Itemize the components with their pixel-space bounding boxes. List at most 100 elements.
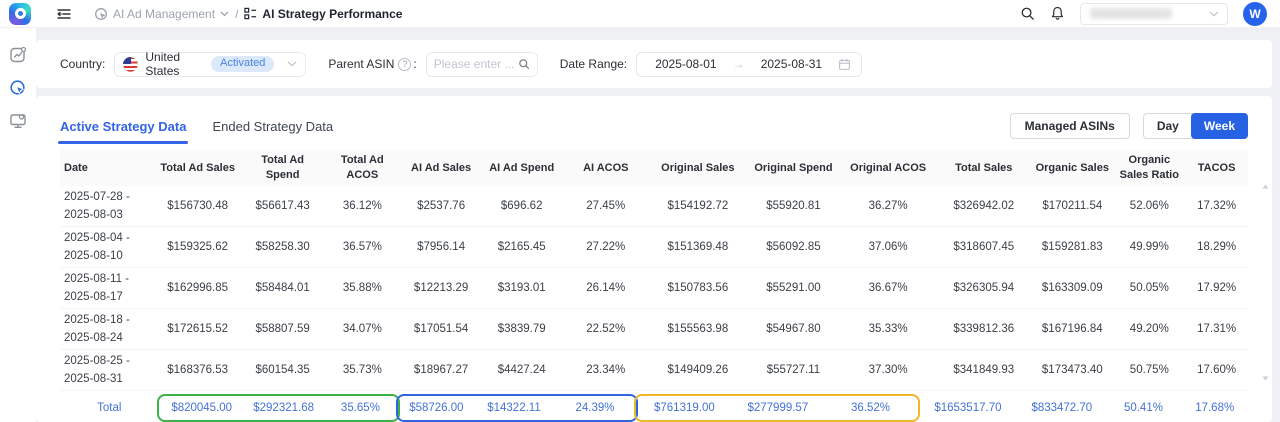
us-flag-icon [123,56,139,72]
day-toggle-button[interactable]: Day [1156,119,1179,133]
total-cell: $761319.00 [653,402,715,414]
monitor-settings-icon[interactable] [9,112,27,130]
total-cell: 24.39% [575,402,615,414]
table-toolbar: Managed ASINs Day Week [1009,113,1248,139]
total-cell: $820045.00 [171,402,233,414]
metric-cell: 17.60% [1197,364,1237,376]
calendar-icon [838,58,851,71]
metric-cell: $326942.02 [953,200,1015,212]
total-cell: $1653517.70 [934,402,1002,414]
scroll-up-icon[interactable] [1262,184,1269,189]
column-header: Original Sales [661,161,735,174]
metric-cell: $7956.14 [417,241,466,253]
date-range-picker[interactable]: 2025-08-01 → 2025-08-31 [636,51,863,77]
date-range-cell: 2025-07-28 -2025-08-03 [64,190,130,221]
total-cell: $58726.00 [409,402,464,414]
column-header: Original Spend [754,161,833,174]
metric-cell: $318607.45 [953,241,1015,253]
metric-cell: 36.27% [868,200,908,212]
metric-cell: 35.33% [868,323,908,335]
day-week-toggle: Day Week [1142,113,1248,139]
metric-cell: 17.32% [1197,200,1237,212]
metric-cell: 17.92% [1197,282,1237,294]
app-logo-ring [14,8,26,19]
table-row: 2025-08-18 -2025-08-24 $172615.52 $58807.5… [60,309,1248,350]
metric-cell: $163309.09 [1041,282,1103,294]
notification-bell-icon[interactable] [1050,6,1065,21]
date-range-cell: 2025-08-11 -2025-08-17 [64,272,129,303]
metric-cell: 36.57% [342,241,382,253]
column-header: AI Ad Spend [489,161,555,174]
help-circle-icon[interactable]: ? [398,57,412,71]
metric-cell: $2165.45 [497,241,546,253]
chevron-down-icon [287,61,297,67]
sidebar-collapse-icon[interactable] [57,7,71,21]
metric-cell: $55727.11 [766,364,821,376]
strategy-data-panel: Active Strategy Data Ended Strategy Data… [36,96,1272,422]
metric-cell: $326305.94 [953,282,1015,294]
parent-asin-input[interactable]: Please enter ... [425,51,538,77]
metric-cell: $168376.53 [167,364,229,376]
date-range-cell: 2025-08-18 -2025-08-24 [64,313,130,344]
country-select[interactable]: United States Activated [114,50,307,78]
parent-asin-colon: : [413,57,417,71]
total-cell: 36.52% [850,402,890,414]
breadcrumb-separator: / [235,6,239,21]
account-selector[interactable] [1080,2,1228,25]
column-header: Original ACOS [850,161,927,174]
country-value: United States [145,50,181,78]
sidebar [0,28,36,422]
metric-cell: $151369.48 [667,241,729,253]
table-row: 2025-08-11 -2025-08-17 $162996.85 $58484.0… [60,268,1248,309]
metric-cell: $173473.40 [1041,364,1103,376]
total-label: Total [97,402,122,414]
metric-cell: $167196.84 [1041,323,1103,335]
metric-cell: 49.99% [1129,241,1169,253]
metric-cell: $341849.93 [953,364,1015,376]
tab-ended-strategy-data[interactable]: Ended Strategy Data [212,118,334,134]
managed-asins-button[interactable]: Managed ASINs [1009,113,1130,139]
account-selector-redacted [1090,8,1172,19]
tab-active-strategy-data[interactable]: Active Strategy Data [57,118,189,144]
column-header: AI ACOS [583,161,629,174]
metric-cell: 50.75% [1129,364,1169,376]
metric-cell: $170211.54 [1042,200,1103,212]
metric-cell: $18967.27 [413,364,469,376]
metric-cell: 50.05% [1129,282,1169,294]
metric-cell: $60154.35 [255,364,310,376]
user-avatar[interactable]: W [1243,1,1267,26]
metric-cell: $339812.36 [953,323,1015,335]
week-toggle-button[interactable]: Week [1190,113,1248,139]
chart-panel-icon[interactable] [9,46,27,64]
metric-cell: $149409.26 [667,364,729,376]
total-cell: $833472.70 [1031,402,1093,414]
metric-cell: 34.07% [342,323,382,335]
table-header-row: Date Total Ad Sales Total Ad Spend Total Ad… [60,150,1248,186]
metric-cell: $12213.29 [413,282,469,294]
metric-cell: 52.06% [1129,200,1169,212]
metric-cell: 36.12% [342,200,382,212]
top-bar: AI Ad Management / AI Strategy Performan… [0,0,1280,28]
column-header: Total Sales [955,161,1013,174]
metric-cell: $55291.00 [766,282,821,294]
total-group-green: $820045.00 $292321.68 35.65% [156,394,401,422]
metric-cell: 49.20% [1129,323,1169,335]
chevron-down-icon [1209,11,1219,17]
column-header: Date [64,161,88,174]
column-header: Total Ad ACOS [340,154,384,181]
scroll-down-icon[interactable] [1262,376,1269,381]
column-header: Total Ad Spend [261,154,305,181]
ad-target-icon[interactable] [9,79,27,97]
search-icon[interactable] [1020,6,1035,21]
metric-cell: $172615.52 [167,323,229,335]
metric-cell: 27.45% [586,200,626,212]
metric-cell: 27.22% [586,241,626,253]
filter-bar: Country: United States Activated Parent … [36,40,1272,88]
breadcrumb-parent[interactable]: AI Ad Management [94,7,229,21]
metric-cell: $2537.76 [417,200,466,212]
search-icon[interactable] [518,58,530,70]
total-cell: 35.65% [340,402,380,414]
total-cell: $277999.57 [747,402,809,414]
ad-target-icon [94,7,108,21]
parent-asin-label: Parent ASIN [328,57,395,71]
